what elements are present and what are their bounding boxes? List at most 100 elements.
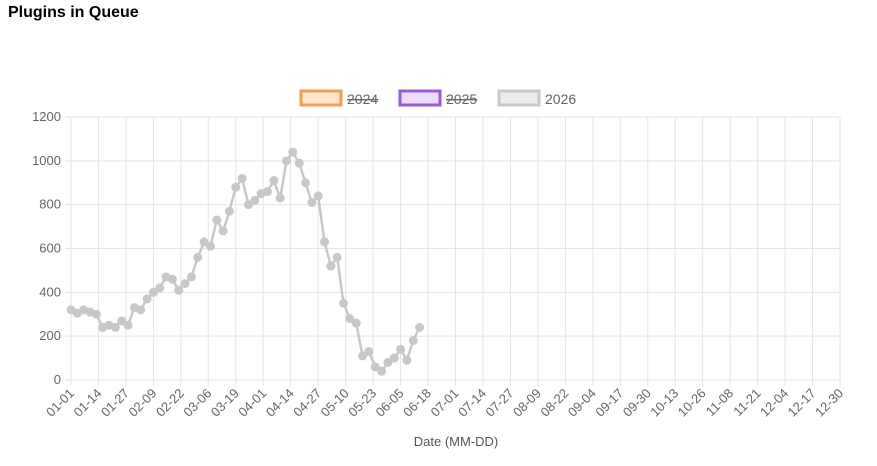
x-tick-label: 08-09 [510,386,544,420]
data-point[interactable] [212,215,222,225]
data-point[interactable] [275,193,285,203]
data-point[interactable] [262,187,272,197]
y-tick-label: 0 [54,372,61,387]
x-tick-label: 03-19 [208,386,242,420]
data-point[interactable] [288,147,298,157]
data-point[interactable] [294,158,304,168]
chart-grid [65,116,841,386]
data-point[interactable] [320,237,330,247]
y-tick-label: 200 [39,328,61,343]
data-point[interactable] [377,366,387,376]
data-point[interactable] [180,279,190,289]
y-tick-label: 400 [39,284,61,299]
x-tick-label: 03-06 [180,386,214,420]
data-point[interactable] [148,287,158,297]
x-tick-label: 06-05 [373,386,407,420]
x-tick-label: 07-27 [482,386,516,420]
data-point[interactable] [415,322,425,332]
y-tick-label: 1200 [32,109,61,124]
data-point[interactable] [364,347,374,357]
data-point[interactable] [326,261,336,271]
y-axis-ticks: 0 200 400 600 800 1000 1200 [32,109,61,387]
data-point[interactable] [408,336,418,346]
x-tick-label: 07-01 [428,386,462,420]
x-tick-label: 12-17 [785,386,819,420]
legend-swatch [497,89,541,107]
x-tick-label: 09-04 [565,386,599,420]
x-tick-label: 09-30 [620,386,654,420]
legend-label: 2024 [347,91,378,107]
x-tick-label: 05-23 [345,386,379,420]
data-point[interactable] [307,197,317,207]
data-point[interactable] [199,237,209,247]
data-point[interactable] [142,294,152,304]
data-point[interactable] [339,298,349,308]
data-point[interactable] [389,353,399,363]
data-point[interactable] [351,318,361,328]
series-layer [66,147,425,376]
x-tick-label: 04-14 [263,386,297,420]
legend-item-2025[interactable]: 2025 [398,89,477,107]
x-tick-label: 02-22 [153,386,187,420]
data-point[interactable] [370,362,380,372]
x-tick-label: 04-27 [290,386,324,420]
data-point[interactable] [243,200,253,210]
x-tick-label: 05-10 [318,386,352,420]
data-point[interactable] [301,178,311,188]
data-point[interactable] [224,206,234,216]
series-line-2026 [70,149,421,373]
x-tick-label: 01-27 [98,386,132,420]
y-tick-label: 800 [39,197,61,212]
x-tick-label: 11-21 [730,386,763,419]
x-tick-label: 04-01 [235,386,269,420]
legend-swatch [299,89,343,107]
data-point[interactable] [136,305,146,315]
x-axis-title: Date (MM-DD) [414,434,499,449]
data-point[interactable] [237,173,247,183]
x-tick-label: 08-22 [537,386,571,420]
x-tick-label: 12-30 [812,386,846,420]
x-tick-label: 09-17 [592,386,626,420]
x-tick-label: 07-14 [455,386,489,420]
legend-label: 2025 [446,91,477,107]
x-tick-label: 11-08 [703,386,736,419]
legend-item-2024[interactable]: 2024 [299,89,378,107]
data-point[interactable] [110,322,120,332]
y-tick-label: 1000 [32,153,61,168]
data-point[interactable] [383,357,393,367]
data-point[interactable] [123,320,133,330]
data-point[interactable] [345,314,355,324]
legend-label: 2026 [545,91,576,107]
data-point[interactable] [117,316,127,326]
data-point[interactable] [250,195,260,205]
x-tick-label: 01-01 [43,386,77,420]
chart-legend[interactable]: 2024 2025 2026 [299,89,576,107]
legend-item-2026[interactable]: 2026 [497,89,576,107]
data-point[interactable] [269,176,279,186]
data-point[interactable] [358,351,368,361]
data-point[interactable] [332,252,342,262]
page-title: Plugins in Queue [8,4,139,21]
data-point[interactable] [193,252,203,262]
data-point[interactable] [231,182,241,192]
x-tick-label: 10-13 [647,386,681,420]
data-point[interactable] [218,226,228,236]
x-tick-label: 02-09 [125,386,159,420]
x-tick-label: 06-18 [400,386,434,420]
data-point[interactable] [186,272,196,282]
x-tick-label: 01-14 [70,386,104,420]
legend-swatch [398,89,442,107]
data-point[interactable] [205,241,215,251]
data-point[interactable] [402,355,412,365]
x-axis-ticks: 01-0101-1401-2702-0902-2203-0603-1904-01… [43,386,846,420]
data-point[interactable] [313,191,323,201]
data-point[interactable] [167,274,177,284]
data-point[interactable] [281,156,291,166]
data-point[interactable] [91,309,101,319]
x-tick-label: 10-26 [675,386,709,420]
data-point[interactable] [155,283,165,293]
data-point[interactable] [174,285,184,295]
data-point[interactable] [396,344,406,354]
y-tick-label: 600 [39,241,61,256]
